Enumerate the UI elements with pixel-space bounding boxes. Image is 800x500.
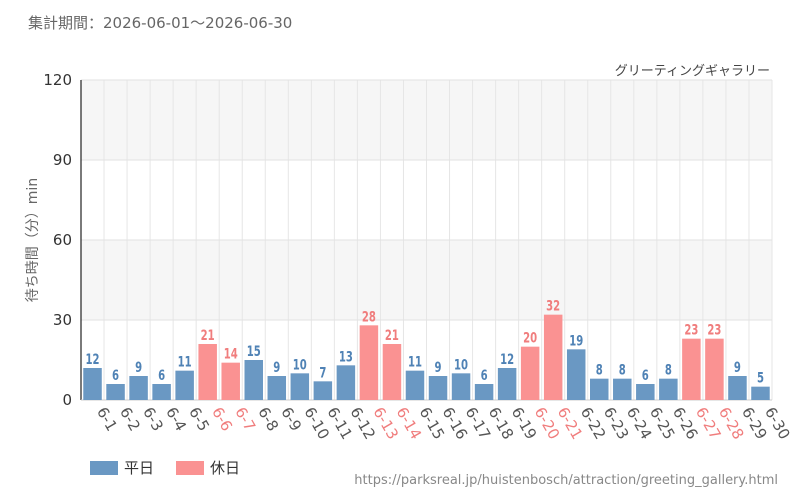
bar-holiday: [359, 325, 379, 400]
bar-value-label: 13: [339, 348, 353, 365]
bar-weekday: [405, 370, 425, 400]
bar-value-label: 14: [224, 345, 238, 362]
y-tick-label: 30: [53, 311, 72, 329]
legend-label-holiday: 休日: [210, 459, 241, 477]
bar-value-label: 21: [201, 327, 215, 344]
legend-swatch-holiday: [176, 460, 205, 475]
bar-value-label: 11: [408, 353, 422, 370]
bar-value-label: 32: [546, 297, 560, 314]
bar-value-label: 6: [158, 367, 165, 384]
bar-value-label: 10: [454, 356, 468, 373]
bar-value-label: 21: [385, 327, 399, 344]
bar-value-label: 23: [707, 321, 721, 338]
bar-value-label: 19: [569, 332, 583, 349]
bar-holiday: [382, 344, 402, 400]
bar-value-label: 10: [293, 356, 307, 373]
bar-weekday: [175, 370, 194, 400]
x-tick-label: 6-9: [277, 404, 305, 434]
bar-value-label: 12: [500, 351, 514, 368]
x-tick-label: 6-6: [208, 404, 236, 434]
x-tick-label: 6-7: [231, 404, 259, 434]
x-tick-label: 6-4: [162, 404, 190, 434]
y-tick-label: 60: [53, 231, 72, 249]
bar-value-label: 20: [523, 329, 537, 346]
bar-holiday: [198, 344, 217, 400]
bar-holiday: [682, 338, 701, 400]
source-url[interactable]: https://parksreal.jp/huistenbosch/attrac…: [354, 473, 778, 488]
bar-weekday: [636, 384, 655, 400]
bar-weekday: [336, 365, 356, 400]
bar-value-label: 9: [435, 359, 442, 376]
bar-value-label: 5: [757, 369, 764, 386]
x-tick-label: 6-8: [254, 404, 282, 434]
y-tick-label: 120: [43, 71, 72, 89]
x-tick-label: 6-2: [116, 404, 144, 434]
bar-value-label: 8: [665, 361, 672, 378]
bar-value-label: 6: [481, 367, 488, 384]
collection-period: 集計期間：2026-06-01～2026-06-30: [28, 14, 293, 32]
bar-weekday: [474, 384, 494, 400]
bar-weekday: [751, 386, 770, 400]
bar-value-label: 7: [319, 364, 326, 381]
bar-weekday: [728, 376, 747, 400]
bar-weekday: [83, 368, 102, 400]
bar-weekday: [566, 349, 586, 400]
bar-weekday: [659, 378, 678, 400]
bar-value-label: 6: [642, 367, 649, 384]
bar-weekday: [244, 360, 263, 400]
bar-holiday: [705, 338, 724, 400]
bar-value-label: 9: [734, 359, 741, 376]
y-tick-label: 90: [53, 151, 72, 169]
bar-weekday: [313, 381, 333, 400]
y-tick-label: 0: [62, 391, 72, 409]
bar-weekday: [451, 373, 471, 400]
bar-weekday: [428, 376, 448, 400]
bar-weekday: [267, 376, 287, 400]
bar-value-label: 11: [178, 353, 192, 370]
bar-value-label: 28: [362, 308, 376, 325]
bar-value-label: 12: [86, 351, 100, 368]
bar-weekday: [290, 373, 310, 400]
bar-value-label: 23: [684, 321, 698, 338]
bar-weekday: [129, 376, 148, 400]
legend-swatch-weekday: [90, 460, 118, 475]
bar-value-label: 9: [273, 359, 280, 376]
legend-item-weekday: 平日: [90, 457, 154, 478]
x-tick-label: 6-3: [139, 404, 167, 434]
bar-value-label: 15: [247, 343, 261, 360]
chart-title: グリーティングギャラリー: [614, 64, 770, 79]
bar-value-label: 6: [112, 367, 119, 384]
bar-weekday: [590, 378, 609, 400]
bar-value-label: 8: [596, 361, 603, 378]
bar-holiday: [520, 346, 540, 400]
x-tick-label: 6-1: [93, 404, 121, 434]
x-tick-label: 6-5: [185, 404, 213, 434]
bar-value-label: 9: [135, 359, 142, 376]
bar-weekday: [497, 368, 517, 400]
bar-weekday: [613, 378, 632, 400]
legend-item-holiday: 休日: [176, 457, 240, 478]
bar-holiday: [221, 362, 240, 400]
bar-weekday: [106, 384, 125, 400]
x-tick-label: 6-30: [761, 404, 794, 442]
bar-weekday: [152, 384, 171, 400]
bar-holiday: [543, 314, 563, 400]
legend-label-weekday: 平日: [124, 459, 155, 477]
bar-value-label: 8: [619, 361, 626, 378]
legend: 平日 休日: [90, 457, 240, 478]
